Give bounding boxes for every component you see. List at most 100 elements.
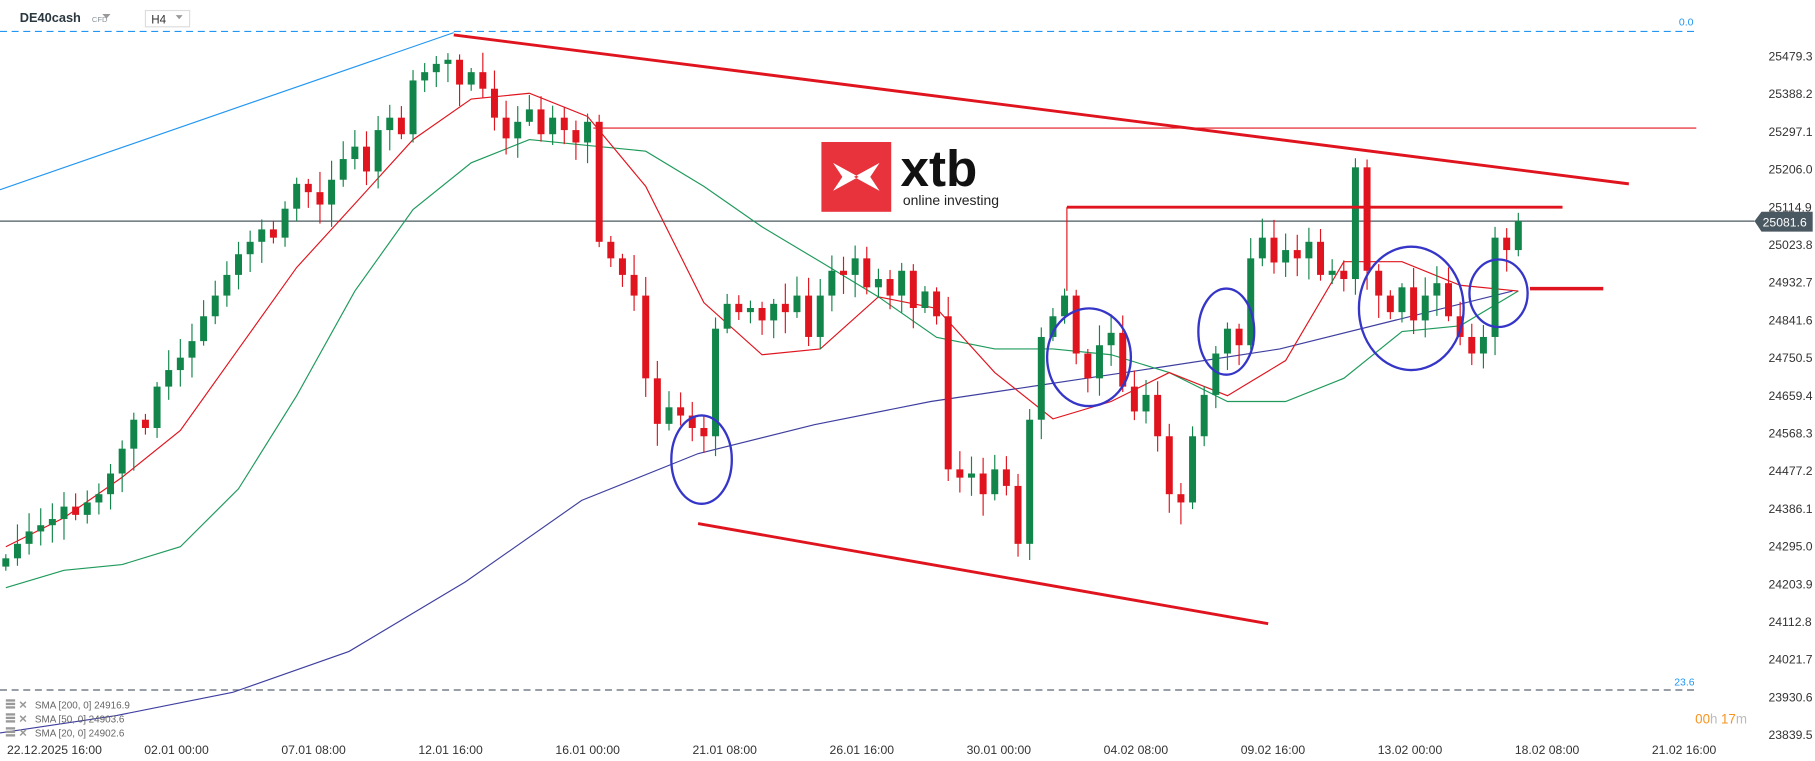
time-axis[interactable]: 22.12.2025 16:00 02.01 00:00 07.01 08:00 12… [7, 743, 1717, 757]
candle-body [805, 295, 813, 337]
price-tick-label: 25023.8 [1768, 238, 1812, 252]
candle-body [874, 279, 882, 288]
remove-indicator-icon[interactable]: ✕ [19, 701, 28, 712]
timeframe-selector[interactable]: H4 [144, 9, 191, 28]
remove-indicator-icon[interactable]: ✕ [19, 729, 28, 740]
sma-200-line [0, 290, 1513, 734]
candle-body [409, 80, 417, 135]
candle-body [83, 502, 91, 515]
candle-body [397, 117, 405, 135]
price-tick-label: 25114.9 [1768, 200, 1811, 214]
candle-body [456, 59, 464, 85]
candle-body [1212, 353, 1220, 395]
candle-body [1165, 436, 1173, 495]
candle-body [1119, 332, 1127, 387]
candle-body [2, 558, 10, 567]
price-tick-label: 24841.6 [1768, 313, 1812, 327]
candle-body [1177, 494, 1185, 503]
price-tick-label: 24932.7 [1768, 276, 1812, 290]
candle-body [735, 303, 743, 313]
candle-body [549, 117, 557, 135]
candle-body [188, 341, 196, 358]
candle-body [316, 192, 324, 205]
time-tick-label: 16.01 00:00 [555, 743, 620, 757]
time-tick-label: 09.02 16:00 [1241, 743, 1306, 757]
candle-body [816, 295, 824, 337]
candle-body [467, 72, 475, 85]
candle-body [1433, 283, 1441, 296]
candle-body [584, 121, 592, 143]
candle-body [968, 473, 975, 478]
candle-body [1130, 386, 1138, 412]
svg-text:H4: H4 [151, 13, 166, 26]
candle-body [944, 316, 952, 470]
candle-body [281, 208, 289, 238]
fib-level-23-6-label: 23.6 [1674, 677, 1695, 688]
indicator-legend-item: SMA [200, 0] 24916.9 [35, 701, 130, 712]
drawings[interactable] [0, 32, 1697, 626]
candle-body [304, 183, 312, 193]
candle-body [1282, 250, 1290, 263]
candle-body [1270, 237, 1278, 263]
candle-body [107, 473, 115, 495]
candle-body [851, 258, 859, 275]
candle-body [863, 258, 871, 288]
candle-body [746, 308, 754, 313]
candle-body [1398, 287, 1406, 313]
sma-20-line [5, 92, 1519, 548]
indicator-settings-icon[interactable] [5, 727, 16, 737]
candle-body [595, 121, 603, 242]
candle-body [1456, 316, 1464, 337]
candle-body [1200, 394, 1208, 437]
candle-body [432, 63, 440, 73]
candle-body [723, 303, 731, 329]
sma-50-line [5, 139, 1519, 589]
candle-body [1026, 419, 1034, 544]
candle-body [95, 494, 103, 503]
candle-body [1410, 287, 1418, 321]
candle-body [572, 130, 580, 143]
indicator-settings-icon[interactable] [5, 713, 16, 723]
indicator-legend: ✕ SMA [200, 0] 24916.9 ✕ SMA [50, 0] 24903.… [5, 699, 130, 740]
candle-body [1154, 394, 1162, 437]
remove-indicator-icon[interactable]: ✕ [19, 715, 28, 726]
blue-circle-4[interactable] [1357, 245, 1465, 372]
candle-body [921, 291, 929, 309]
price-tick-label: 24386.1 [1768, 502, 1812, 516]
price-tick-label: 24203.9 [1768, 577, 1812, 591]
blue-circle-3[interactable] [1197, 287, 1256, 376]
svg-text:DE40cash: DE40cash [20, 10, 81, 25]
candle-body [770, 303, 778, 321]
candle-body [1037, 336, 1045, 420]
candle-body [1491, 237, 1499, 337]
candle-body [502, 117, 510, 139]
blue-circle-2[interactable] [1045, 307, 1133, 408]
price-tick-label: 25479.3 [1768, 50, 1812, 64]
candle-countdown: 00h 17m [1695, 712, 1747, 727]
time-tick-label: 21.02 16:00 [1652, 743, 1717, 757]
candle-body [363, 146, 370, 172]
candle-body [607, 241, 615, 259]
candle-body [537, 109, 545, 135]
indicator-settings-icon[interactable] [5, 699, 16, 709]
blue-circle-5[interactable] [1468, 258, 1529, 329]
candle-body [1258, 237, 1266, 259]
upper-red-trendline[interactable] [453, 33, 1630, 186]
chevron-down-icon [175, 15, 183, 20]
lower-red-trendline[interactable] [697, 522, 1269, 626]
price-tick-label: 24477.2 [1768, 464, 1812, 478]
symbol-selector[interactable]: DE40cash CFD [20, 10, 111, 25]
candle-body [1503, 237, 1511, 251]
candle-body [1468, 336, 1476, 354]
time-tick-label: 02.01 00:00 [144, 743, 209, 757]
candle-body [25, 531, 33, 544]
candle-body [211, 295, 219, 317]
blue-trendline[interactable] [0, 32, 454, 191]
candle-body [176, 357, 184, 371]
candle-body [1340, 270, 1348, 280]
blue-circle-1[interactable] [670, 414, 733, 505]
candle-body [1445, 283, 1452, 317]
price-axis[interactable]: 25479.3 25388.2 25297.1 25206.0 25114.9 25023… [1768, 50, 1812, 743]
candle-body [1293, 250, 1301, 259]
